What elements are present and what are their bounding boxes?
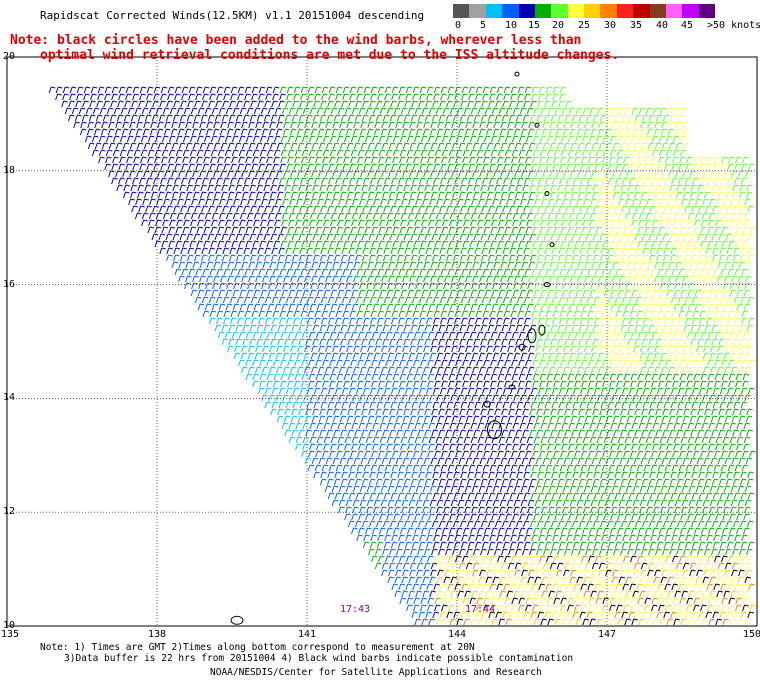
x-tick-label: 138 [148, 629, 167, 640]
footnote-line1: Note: 1) Times are GMT 2)Times along bot… [40, 642, 475, 653]
x-tick-label: 144 [448, 629, 467, 640]
scale-label: 10 [505, 20, 518, 31]
island-outline [487, 420, 502, 440]
island-outline [527, 328, 537, 344]
wind-barb-group [434, 107, 757, 626]
scale-swatch [502, 4, 519, 18]
scale-swatch [649, 4, 666, 18]
wind-barb-group [48, 86, 538, 619]
island-outline [518, 343, 526, 351]
scale-swatch [616, 4, 634, 18]
y-tick-label: 16 [3, 278, 16, 290]
lat-lon-grid [7, 57, 757, 626]
scale-swatch [453, 4, 470, 18]
y-tick-label: 20 [3, 51, 16, 62]
island-outline [230, 615, 244, 625]
wind-barb-group [436, 555, 756, 626]
scale-label: 35 [630, 20, 643, 31]
y-tick-label: 14 [3, 392, 16, 404]
wind-barb-group [434, 555, 755, 626]
x-tick-label: 141 [298, 629, 317, 640]
y-tick-label: 12 [3, 506, 16, 518]
scale-swatch [567, 4, 584, 18]
scale-swatch [584, 4, 601, 18]
scale-swatch [485, 4, 503, 18]
scale-swatch [469, 4, 486, 18]
scale-label: >50 knots [707, 20, 760, 31]
island-outline [514, 71, 520, 77]
island-outlines [230, 71, 555, 625]
x-tick-label: 135 [1, 629, 20, 640]
altitude-note-line2: optimal wind retrieval conditions are me… [40, 48, 620, 63]
scale-label: 20 [552, 20, 565, 31]
scale-label: 0 [455, 20, 462, 31]
scale-label: 15 [528, 20, 541, 31]
scale-swatch [682, 4, 699, 18]
scale-swatch [600, 4, 617, 18]
footnote-line2: 3)Data buffer is 22 hrs from 20151004 4)… [64, 653, 574, 664]
map-frame [6, 56, 758, 627]
scale-label: 30 [604, 20, 617, 31]
scale-swatch [518, 4, 535, 18]
wind-barb-group [528, 86, 755, 374]
map-title: Rapidscat Corrected Winds(12.5KM) v1.1 2… [40, 9, 425, 22]
scale-swatch [698, 4, 715, 18]
scale-swatch [534, 4, 552, 18]
scale-label: 40 [656, 20, 669, 31]
wind-speed-color-scale [453, 4, 715, 18]
island-outline [549, 242, 555, 248]
y-tick-label: 18 [3, 164, 16, 176]
time-label: 17:43 [340, 603, 371, 615]
island-outline [483, 400, 491, 408]
wind-barb-group [166, 254, 437, 626]
scale-label: 45 [681, 20, 694, 31]
footnote-credit: NOAA/NESDIS/Center for Satellite Applica… [210, 667, 542, 678]
scale-label: 25 [578, 20, 591, 31]
scale-swatch [551, 4, 568, 18]
x-tick-label: 147 [598, 629, 617, 640]
y-tick-label: 10 [3, 620, 16, 631]
color-scale-labels: 0 5 10 15 20 25 30 35 40 45 >50 knots [0, 20, 760, 32]
island-outline [543, 282, 551, 288]
wind-barb-group [437, 555, 754, 626]
time-label: 17:44 [465, 603, 496, 615]
x-tick-label: 150 [743, 629, 760, 640]
island-outline [538, 324, 546, 336]
wind-barb-group [209, 317, 313, 465]
scale-swatch [665, 4, 683, 18]
altitude-note-line1: Note: black circles have been added to t… [10, 33, 582, 48]
wind-barb-group [279, 86, 756, 570]
wind-barbs-layer [48, 86, 757, 626]
island-outline [544, 191, 550, 197]
island-outline [508, 384, 516, 390]
scale-label: 5 [480, 20, 487, 31]
island-outline [534, 122, 540, 128]
scale-swatch [633, 4, 650, 18]
